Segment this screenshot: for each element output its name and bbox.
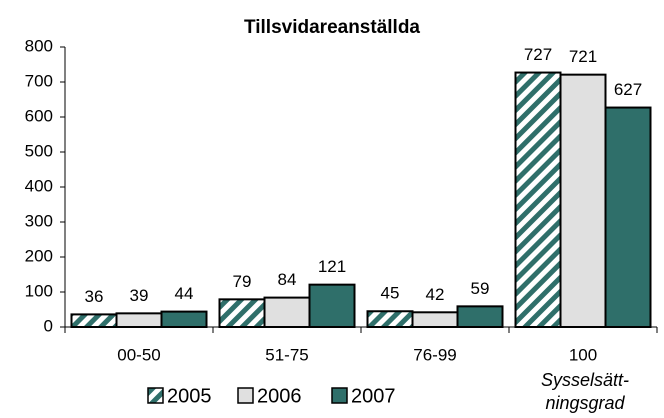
data-label: 627 — [614, 80, 642, 99]
chart-title: Tillsvidareanställda — [244, 17, 420, 38]
legend-label: 2007 — [351, 385, 396, 407]
legend-swatch — [147, 387, 164, 404]
data-label: 121 — [318, 257, 346, 276]
data-label: 42 — [426, 285, 445, 304]
y-tick-label: 500 — [25, 141, 53, 160]
x-tick-label: 00-50 — [117, 345, 160, 364]
bar — [115, 312, 163, 329]
x-tick-label: 51-75 — [265, 345, 308, 364]
y-tick-label: 300 — [25, 211, 53, 230]
bar — [308, 283, 356, 328]
x-axis-label: ningsgrad — [545, 393, 625, 413]
x-axis-label: Sysselsätt- — [541, 370, 629, 390]
bar — [218, 298, 266, 329]
bar — [411, 311, 459, 328]
y-tick-label: 200 — [25, 246, 53, 265]
data-label: 79 — [233, 272, 252, 291]
data-label: 84 — [278, 270, 297, 289]
bar — [604, 106, 652, 328]
y-tick-label: 0 — [44, 316, 53, 335]
bar — [559, 73, 607, 329]
y-tick-label: 400 — [25, 176, 53, 195]
bar — [366, 310, 414, 328]
data-label: 44 — [175, 284, 194, 303]
legend-label: 2005 — [167, 385, 212, 407]
data-label: 36 — [85, 287, 104, 306]
y-tick-label: 600 — [25, 106, 53, 125]
data-label: 45 — [381, 284, 400, 303]
data-label: 727 — [524, 45, 552, 64]
legend-swatch — [237, 387, 254, 404]
y-tick-label: 700 — [25, 71, 53, 90]
y-tick-label: 800 — [25, 36, 53, 55]
bar — [514, 71, 562, 328]
y-tick-label: 100 — [25, 281, 53, 300]
x-tick-label: 76-99 — [413, 345, 456, 364]
bar — [263, 296, 311, 329]
data-label: 721 — [569, 47, 597, 66]
x-tick-label: 100 — [569, 345, 597, 364]
data-label: 39 — [130, 286, 149, 305]
legend-swatch — [331, 387, 348, 404]
bar — [456, 305, 504, 329]
bar — [70, 313, 118, 328]
bar — [160, 310, 208, 329]
data-label: 59 — [471, 279, 490, 298]
legend-label: 2006 — [257, 385, 302, 407]
